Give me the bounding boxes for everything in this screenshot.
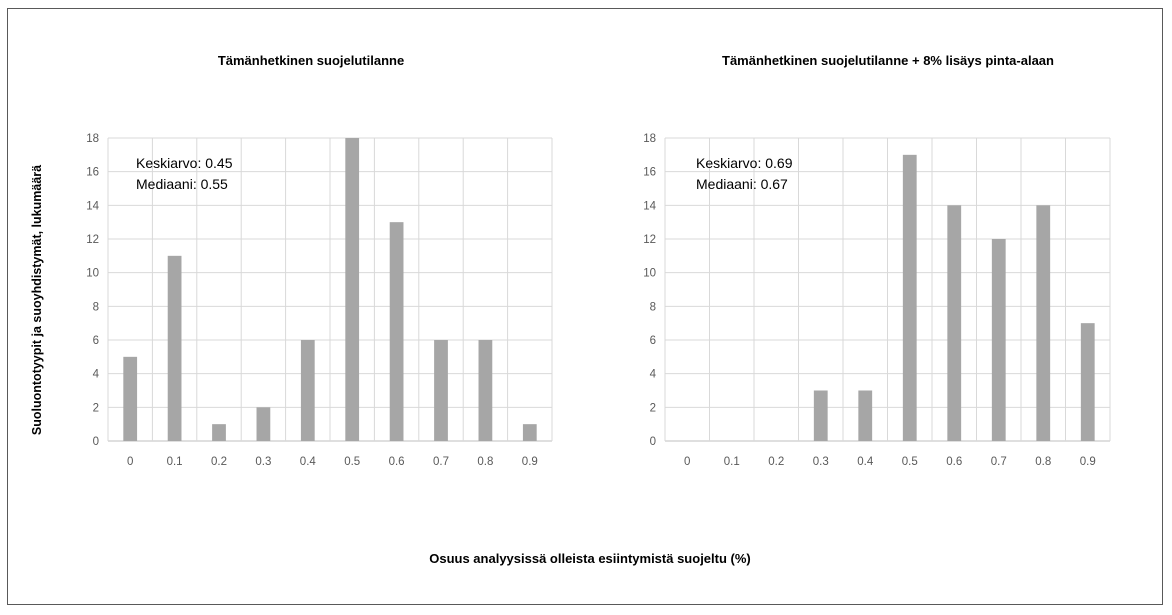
right-x-tick-label: 0.4 [857, 456, 874, 468]
chart-left-title: Tämänhetkinen suojelutilanne [218, 53, 404, 68]
left-bar-0.3 [256, 407, 271, 441]
right-y-tick-label: 14 [643, 200, 656, 212]
left-x-tick-label: 0.5 [344, 456, 360, 468]
right-y-tick-label: 2 [650, 402, 656, 414]
right-bar-0.4 [858, 390, 873, 441]
right-y-tick-label: 0 [650, 436, 656, 448]
right-y-tick-label: 18 [643, 133, 656, 145]
left-bar-0.6 [389, 222, 404, 441]
right-bar-0.6 [947, 205, 962, 441]
left-bar-0.5 [345, 138, 360, 441]
chart-right-title: Tämänhetkinen suojelutilanne + 8% lisäys… [722, 53, 1054, 68]
left-bar-0.4 [300, 340, 315, 441]
right-y-tick-label: 16 [643, 167, 656, 179]
right-median-annotation: Mediaani: 0.67 [696, 176, 788, 192]
right-bar-0.3 [813, 390, 828, 441]
chart-left: Tämänhetkinen suojelutilanne 0 2 4 6 8 10 12 14… [86, 53, 553, 468]
left-x-tick-label: 0.4 [300, 456, 317, 468]
left-bar-0 [123, 356, 138, 441]
y-axis-label: Suoluontotyypit ja suoyhdistymät, lukumä… [30, 165, 44, 435]
left-y-tick-label: 12 [86, 234, 99, 246]
right-x-tick-label: 0.1 [724, 456, 740, 468]
left-x-tick-label: 0.2 [211, 456, 227, 468]
left-bar-0.1 [167, 255, 182, 441]
right-bar-0.5 [902, 154, 917, 442]
right-x-tick-label: 0.3 [813, 456, 829, 468]
x-axis-label: Osuus analyysissä olleista esiintymistä … [429, 551, 751, 566]
left-mean-annotation: Keskiarvo: 0.45 [136, 155, 233, 171]
right-x-tick-label: 0.8 [1035, 456, 1051, 468]
right-y-tick-label: 10 [643, 268, 656, 280]
right-bar-0.8 [1036, 205, 1051, 441]
left-y-tick-label: 6 [93, 335, 99, 347]
left-median-annotation: Mediaani: 0.55 [136, 176, 228, 192]
left-bar-0.7 [434, 340, 448, 441]
left-x-tick-label: 0.7 [433, 456, 449, 468]
right-x-tick-label: 0.9 [1080, 456, 1096, 468]
left-bar-0.2 [212, 424, 226, 441]
right-y-tick-label: 6 [650, 335, 656, 347]
right-mean-annotation: Keskiarvo: 0.69 [696, 155, 793, 171]
chart-right: Tämänhetkinen suojelutilanne + 8% lisäys… [643, 53, 1111, 468]
left-y-tick-label: 10 [86, 268, 99, 280]
right-x-tick-label: 0.5 [902, 456, 918, 468]
right-bar-0.9 [1080, 323, 1095, 441]
left-y-tick-label: 8 [93, 301, 99, 313]
left-bar-0.9 [522, 424, 537, 441]
right-y-tick-label: 4 [650, 369, 657, 381]
left-y-tick-label: 0 [93, 436, 99, 448]
left-y-tick-label: 4 [93, 369, 100, 381]
right-y-tick-label: 8 [650, 301, 656, 313]
left-x-tick-label: 0 [127, 456, 133, 468]
left-y-tick-label: 18 [86, 133, 99, 145]
left-x-tick-label: 0.1 [167, 456, 183, 468]
left-y-tick-label: 2 [93, 402, 99, 414]
left-x-tick-label: 0.9 [522, 456, 538, 468]
right-x-tick-label: 0.2 [768, 456, 784, 468]
right-bar-0.7 [991, 239, 1006, 441]
right-y-tick-label: 12 [643, 234, 656, 246]
left-bar-0.8 [478, 340, 493, 441]
left-x-tick-label: 0.6 [389, 456, 405, 468]
right-x-tick-label: 0.7 [991, 456, 1007, 468]
left-x-tick-label: 0.8 [477, 456, 493, 468]
right-x-tick-label: 0 [684, 456, 690, 468]
right-x-tick-label: 0.6 [946, 456, 962, 468]
left-y-tick-label: 14 [86, 200, 99, 212]
left-y-tick-label: 16 [86, 167, 99, 179]
left-x-tick-label: 0.3 [255, 456, 271, 468]
